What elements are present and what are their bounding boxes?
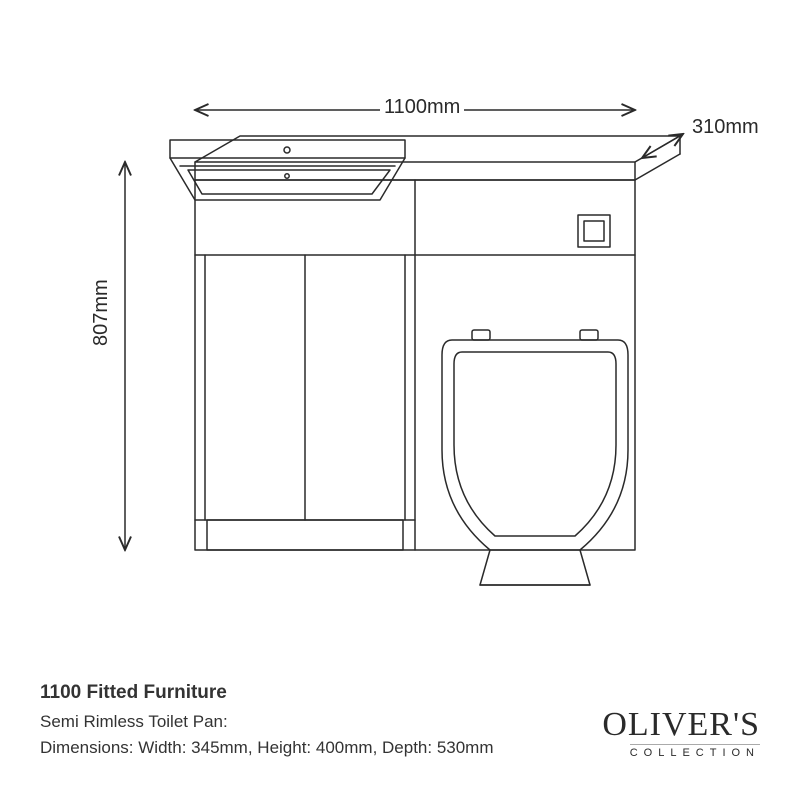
product-subline-2: Dimensions: Width: 345mm, Height: 400mm,… bbox=[40, 735, 494, 761]
furniture-diagram: 1100mm 807mm 310mm bbox=[80, 80, 720, 620]
dim-height-label: 807mm bbox=[90, 275, 113, 350]
footer-text: 1100 Fitted Furniture Semi Rimless Toile… bbox=[40, 679, 494, 761]
dim-depth-label: 310mm bbox=[688, 116, 763, 139]
footer: 1100 Fitted Furniture Semi Rimless Toile… bbox=[40, 679, 760, 761]
brand-logo: OLIVER'S COLLECTION bbox=[602, 708, 760, 760]
product-title: 1100 Fitted Furniture bbox=[40, 679, 494, 708]
brand-name: OLIVER'S bbox=[602, 708, 760, 742]
dim-width-label: 1100mm bbox=[380, 96, 464, 119]
brand-tagline: COLLECTION bbox=[630, 744, 760, 759]
product-subline-1: Semi Rimless Toilet Pan: bbox=[40, 709, 494, 735]
